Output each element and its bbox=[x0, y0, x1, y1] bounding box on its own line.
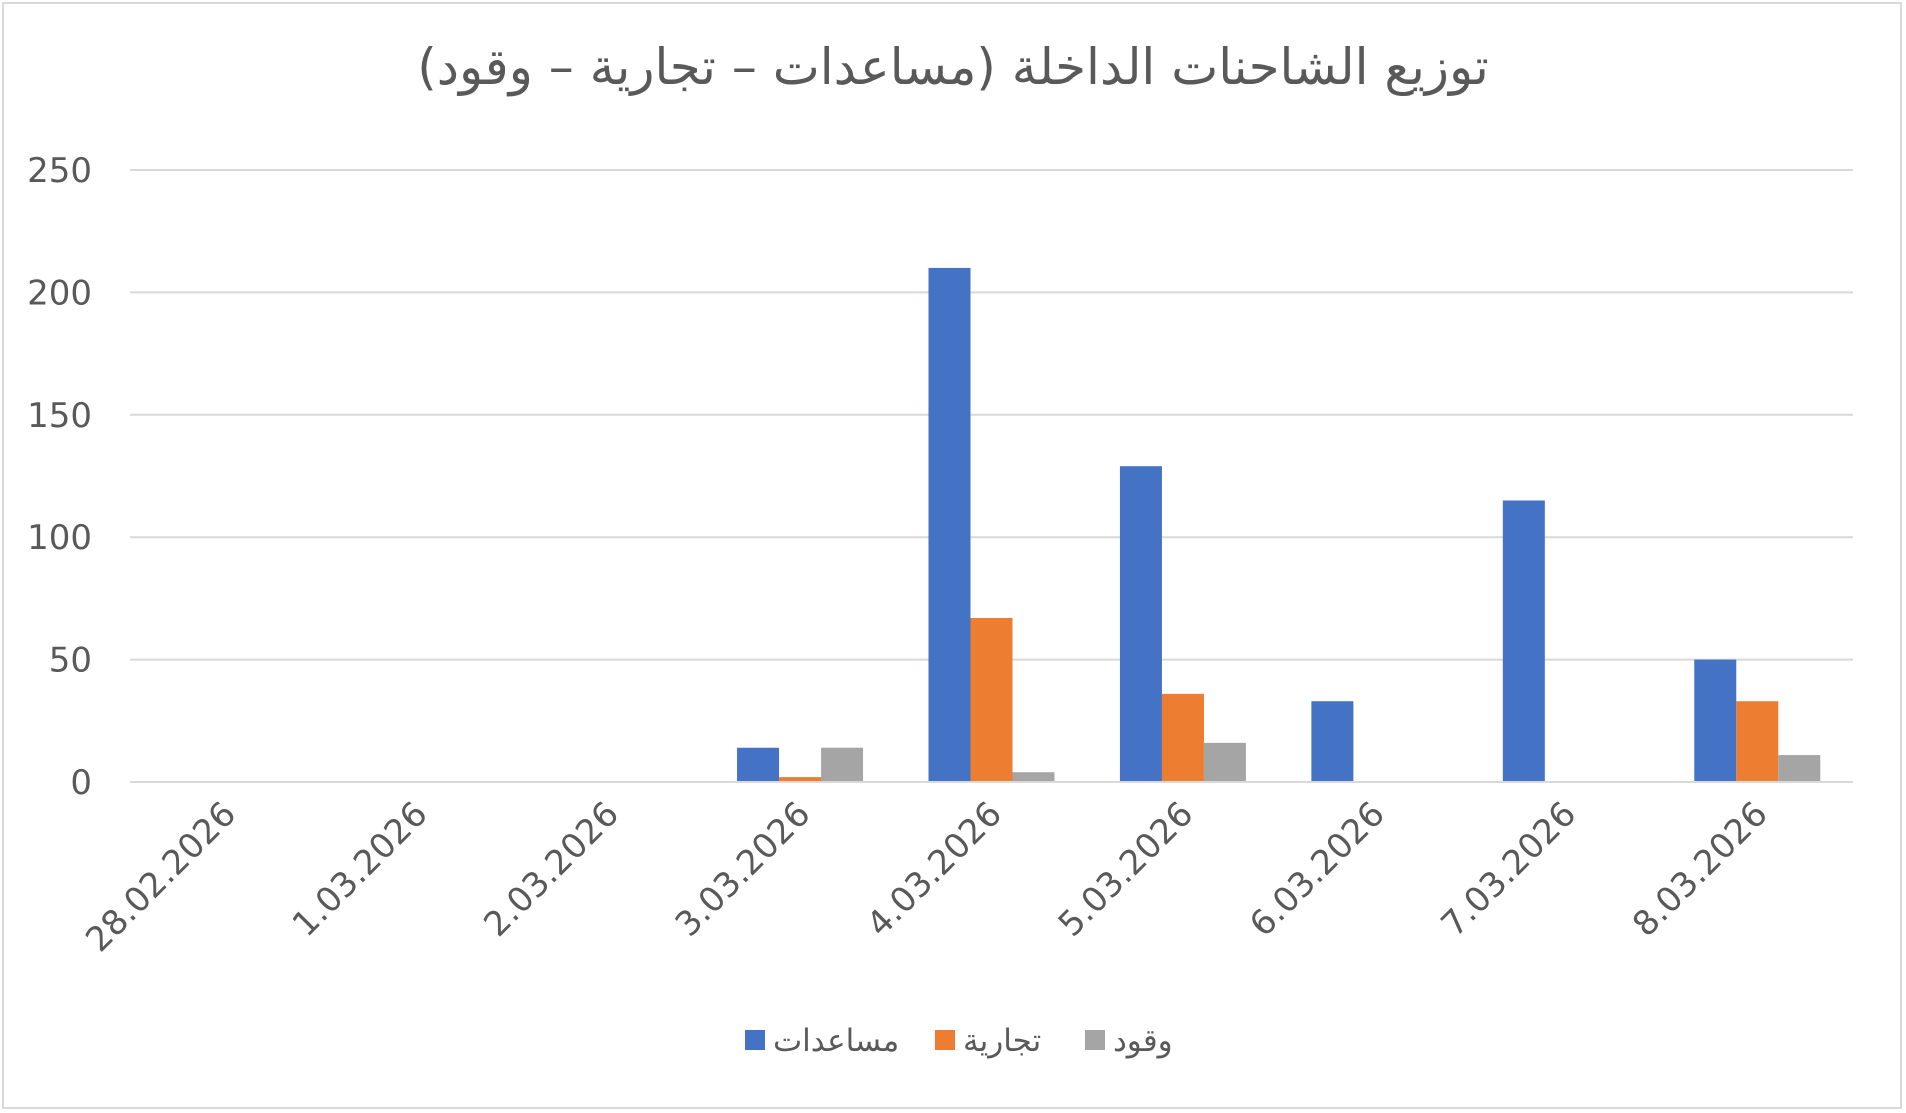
x-tick-label: 7.03.2026 bbox=[1434, 794, 1585, 945]
bar-2 bbox=[779, 777, 822, 782]
bar-1 bbox=[928, 267, 971, 782]
bar-1 bbox=[1502, 500, 1545, 782]
bar-2 bbox=[1161, 693, 1204, 782]
y-tick-label: 250 bbox=[27, 151, 92, 191]
legend-label-1: مساعدات bbox=[773, 1023, 899, 1059]
legend-label-2: تجارية bbox=[963, 1023, 1041, 1059]
x-tick-label: 28.02.2026 bbox=[78, 794, 244, 960]
legend-swatch-1 bbox=[745, 1030, 765, 1050]
bar-3 bbox=[821, 747, 864, 782]
bar-3 bbox=[1012, 772, 1055, 782]
y-tick-label: 150 bbox=[27, 396, 92, 436]
bar-1 bbox=[737, 747, 780, 782]
x-tick-label: 6.03.2026 bbox=[1242, 794, 1393, 945]
bar-3 bbox=[1203, 742, 1246, 782]
bar-1 bbox=[1311, 701, 1354, 782]
y-tick-label: 100 bbox=[27, 518, 92, 558]
legend-swatch-3 bbox=[1085, 1030, 1105, 1050]
x-tick-label: 1.03.2026 bbox=[285, 794, 436, 945]
y-axis-ticks: 0 50 100 150 200 250 bbox=[27, 151, 92, 803]
x-tick-label: 4.03.2026 bbox=[859, 794, 1010, 945]
legend-swatch-2 bbox=[935, 1030, 955, 1050]
y-tick-label: 200 bbox=[27, 273, 92, 313]
chart-title: توزيع الشاحنات الداخلة (مساعدات – تجارية… bbox=[417, 38, 1489, 96]
x-tick-label: 2.03.2026 bbox=[476, 794, 627, 945]
bar-3 bbox=[1778, 755, 1821, 782]
bar-2 bbox=[1736, 701, 1779, 782]
x-axis-ticks: 28.02.2026 1.03.2026 2.03.2026 3.03.2026 4.0… bbox=[78, 794, 1775, 960]
y-tick-label: 50 bbox=[49, 641, 92, 681]
legend: مساعدات تجارية وقود bbox=[745, 1023, 1173, 1059]
x-tick-label: 8.03.2026 bbox=[1625, 794, 1776, 945]
x-tick-label: 3.03.2026 bbox=[668, 794, 819, 945]
y-tick-label: 0 bbox=[70, 763, 92, 803]
bars bbox=[737, 267, 1821, 782]
bar-2 bbox=[970, 617, 1013, 782]
x-tick-label: 5.03.2026 bbox=[1051, 794, 1202, 945]
bar-1 bbox=[1119, 466, 1162, 782]
gridlines bbox=[130, 169, 1853, 661]
legend-label-3: وقود bbox=[1113, 1023, 1173, 1059]
bar-1 bbox=[1694, 659, 1737, 782]
